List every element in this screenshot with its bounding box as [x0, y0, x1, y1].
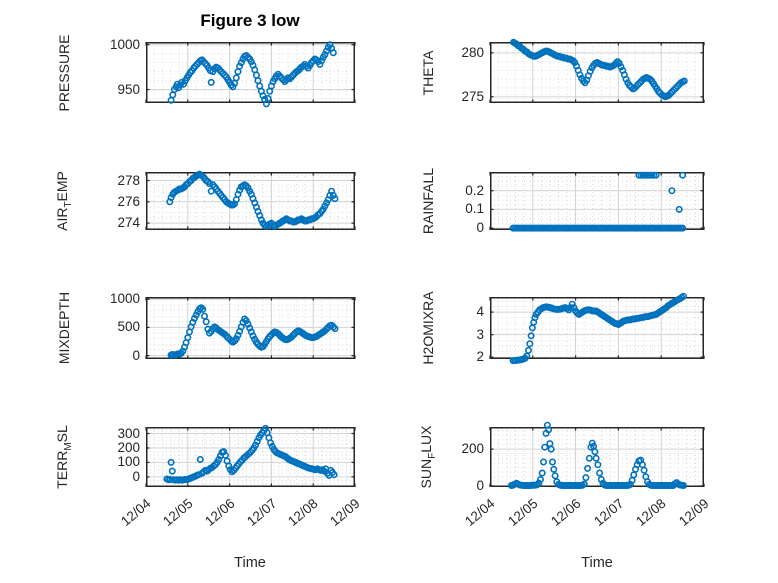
minor-grid: [146, 42, 355, 103]
tick-marks: [489, 297, 705, 359]
data-points: [167, 304, 339, 359]
y-tick-label: 0: [476, 220, 484, 236]
data-points: [166, 170, 339, 230]
y-tick-label: 3: [476, 326, 484, 342]
x-tick-label: 12/06: [547, 495, 584, 529]
y-tick-label: 0: [132, 468, 140, 484]
tick-marks: [489, 172, 705, 230]
x-axis-label-right: Time: [581, 555, 613, 571]
y-tick-label: 0.2: [465, 182, 484, 198]
major-grid: [490, 427, 704, 487]
y-tick-label: 278: [117, 172, 140, 188]
plot-area-svg: [489, 421, 705, 489]
data-points: [507, 421, 688, 489]
y-tick-label: 0.1: [465, 201, 484, 217]
y-tick-label: 1000: [109, 291, 140, 307]
x-axis-label-left: Time: [234, 555, 266, 571]
x-tick-label: 12/04: [118, 495, 154, 529]
data-points: [163, 424, 338, 484]
plot-area-svg: [489, 38, 705, 103]
x-tick-label: 12/04: [462, 495, 498, 529]
axes-box: [146, 42, 355, 103]
axes-box: [490, 42, 704, 103]
y-axis-label: RAINFALL: [420, 167, 436, 235]
y-tick-label: 276: [117, 193, 140, 209]
major-grid: [490, 172, 704, 230]
data-points: [167, 41, 337, 108]
y-tick-label: 100: [117, 454, 140, 470]
tick-marks: [145, 427, 356, 487]
axes-box: [146, 172, 355, 230]
axes-box: [490, 297, 704, 359]
y-tick-label: 274: [117, 215, 140, 231]
data-points: [509, 38, 688, 101]
x-tick-label: 12/08: [633, 495, 670, 529]
data-points: [509, 171, 687, 232]
y-tick-label: 0: [132, 347, 140, 363]
x-tick-label: 12/09: [327, 495, 363, 529]
x-tick-label: 12/08: [285, 495, 322, 529]
y-axis-label: THETA: [420, 50, 436, 95]
y-tick-label: 280: [461, 44, 484, 60]
tick-marks: [145, 42, 356, 103]
plot-area-svg: [489, 292, 705, 365]
plot-area-svg: [489, 171, 705, 232]
axes-box: [490, 427, 704, 487]
tick-marks: [145, 172, 356, 230]
y-axis-label: AIRTEMP: [54, 171, 74, 231]
figure-title: Figure 3 low: [200, 11, 300, 30]
x-tick-label: 12/07: [243, 495, 280, 529]
tick-marks: [489, 427, 705, 487]
x-tick-label: 12/09: [676, 495, 712, 529]
major-grid: [146, 172, 355, 230]
plot-area-svg: [145, 297, 356, 359]
y-tick-label: 1000: [109, 36, 140, 52]
y-tick-label: 2: [476, 349, 484, 365]
plot-area-svg: [145, 41, 356, 108]
y-tick-label: 500: [117, 319, 140, 335]
y-tick-label: 200: [117, 439, 140, 455]
minor-grid: [490, 172, 704, 230]
y-tick-label: 200: [461, 441, 484, 457]
x-tick-label: 12/05: [505, 495, 541, 529]
y-axis-label: PRESSURE: [56, 33, 72, 112]
y-tick-label: 275: [461, 88, 484, 104]
x-tick-label: 12/07: [590, 495, 627, 529]
y-tick-label: 0: [476, 477, 484, 493]
y-axis-label: TERRMSL: [54, 425, 74, 489]
data-points: [509, 292, 688, 365]
tick-marks: [489, 42, 705, 103]
x-tick-label: 12/06: [201, 495, 238, 529]
y-axis-label: H2OMIXRA: [420, 291, 436, 365]
x-tick-label: 12/05: [160, 495, 196, 529]
plot-area-svg: [145, 424, 356, 487]
minor-grid: [490, 427, 704, 487]
y-tick-label: 300: [117, 425, 140, 441]
tick-marks: [145, 297, 356, 359]
y-tick-label: 950: [117, 81, 140, 97]
plot-area-svg: [145, 170, 356, 230]
y-axis-label: SUNFLUX: [418, 425, 438, 489]
axes-box: [146, 427, 355, 487]
y-axis-label: MIXDEPTH: [56, 291, 72, 365]
y-tick-label: 4: [476, 304, 484, 320]
